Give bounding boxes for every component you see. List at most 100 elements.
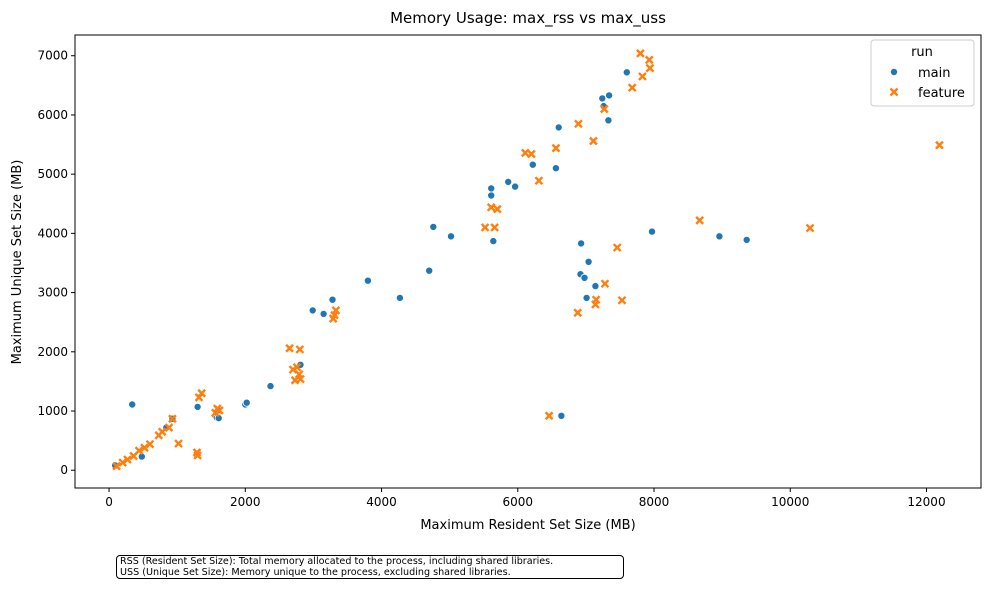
data-point-feature (490, 223, 499, 232)
data-point-feature (134, 446, 144, 456)
data-point-feature (544, 411, 554, 421)
legend: run main feature (870, 39, 975, 107)
y-tick-label: 0 (60, 463, 68, 477)
y-axis-label: Maximum Unique Set Size (MB) (10, 160, 25, 365)
data-point-feature (645, 63, 655, 73)
footnote-uss: USS (Unique Set Size): Memory unique to … (120, 566, 511, 578)
data-point-main (487, 191, 496, 200)
data-point-feature (644, 55, 654, 65)
data-point-feature (292, 362, 302, 372)
data-point-main (193, 402, 202, 411)
data-point-main (504, 177, 513, 186)
data-point-main (328, 295, 337, 304)
data-point-feature (197, 388, 207, 398)
data-point-main (489, 237, 498, 246)
data-point-main (446, 232, 455, 241)
data-point-feature (168, 414, 177, 424)
data-point-feature (118, 458, 128, 467)
data-point-main (554, 123, 563, 132)
data-point-feature (591, 295, 601, 305)
x-axis-label: Maximum Resident Set Size (MB) (420, 518, 635, 533)
x-tick-label: 12000 (907, 495, 945, 509)
data-point-feature (140, 443, 149, 453)
data-point-feature (527, 149, 536, 159)
plot-frame (74, 34, 982, 489)
data-point-main (648, 227, 657, 236)
data-point-feature (157, 427, 167, 437)
legend-marker-feature (889, 87, 899, 97)
data-point-main (363, 276, 372, 285)
data-point-main (308, 306, 317, 315)
data-point-main (511, 182, 520, 191)
data-point-main (487, 184, 496, 193)
data-point-main (604, 116, 613, 125)
x-tick-label: 10000 (771, 495, 809, 509)
footnote-box: RSS (Resident Set Size): Total memory al… (116, 555, 624, 579)
data-point-feature (123, 455, 132, 464)
legend-label-feature: feature (918, 86, 965, 101)
data-point-main (528, 160, 537, 169)
legend-title: run (911, 45, 933, 60)
x-tick-label: 8000 (639, 495, 670, 509)
data-point-main (591, 282, 600, 291)
data-point-feature (295, 345, 305, 354)
data-point-main (425, 266, 434, 275)
y-tick-label: 1000 (37, 404, 68, 418)
data-point-main (319, 309, 328, 318)
axis-ticks: 0 2000 4000 6000 8000 10000 12000 0 1000 2000 3000… (37, 49, 945, 509)
y-tick-label: 5000 (37, 167, 68, 181)
data-point-feature (589, 136, 598, 146)
data-point-main (584, 257, 593, 266)
data-point-feature (145, 439, 155, 449)
data-point-feature (215, 406, 224, 415)
data-point-feature (520, 148, 530, 158)
data-point-feature (551, 143, 561, 153)
data-point-feature (617, 295, 627, 305)
data-point-main (582, 293, 591, 302)
data-point-feature (636, 49, 645, 58)
data-point-feature (331, 306, 341, 315)
data-point-feature (480, 223, 490, 232)
data-point-feature (492, 204, 502, 214)
x-tick-label: 6000 (503, 495, 534, 509)
points-layer (111, 49, 944, 471)
data-point-main (580, 273, 589, 282)
data-point-feature (486, 202, 496, 212)
data-point-main (598, 94, 607, 103)
data-point-main (605, 91, 614, 100)
y-tick-label: 3000 (37, 286, 68, 300)
data-point-feature (638, 72, 647, 81)
data-point-feature (627, 83, 637, 93)
data-point-main (242, 398, 251, 407)
data-point-feature (574, 119, 583, 129)
data-point-feature (193, 451, 202, 460)
data-point-main (429, 222, 438, 231)
data-point-feature (805, 223, 815, 233)
legend-label-main: main (918, 66, 950, 81)
data-point-feature (599, 104, 609, 114)
data-point-main (557, 411, 566, 420)
data-point-feature (600, 279, 610, 289)
y-tick-label: 4000 (37, 226, 68, 240)
data-point-feature (174, 439, 183, 448)
data-point-main (266, 382, 275, 391)
data-point-main (551, 164, 560, 173)
data-point-feature (695, 215, 705, 225)
data-point-feature (534, 176, 544, 186)
x-tick-label: 4000 (366, 495, 397, 509)
data-point-feature (612, 243, 622, 252)
data-point-main (622, 68, 631, 77)
data-point-feature (112, 461, 121, 471)
data-point-feature (164, 423, 174, 432)
y-tick-label: 2000 (37, 345, 68, 359)
x-tick-label: 0 (105, 495, 113, 509)
y-tick-label: 7000 (37, 49, 68, 63)
data-point-feature (285, 343, 294, 353)
legend-marker-main (890, 68, 899, 77)
data-point-feature (573, 308, 583, 318)
data-point-main (577, 239, 586, 248)
data-point-main (715, 232, 724, 241)
y-tick-label: 6000 (37, 108, 68, 122)
data-point-main (128, 400, 137, 409)
data-point-feature (935, 140, 944, 150)
